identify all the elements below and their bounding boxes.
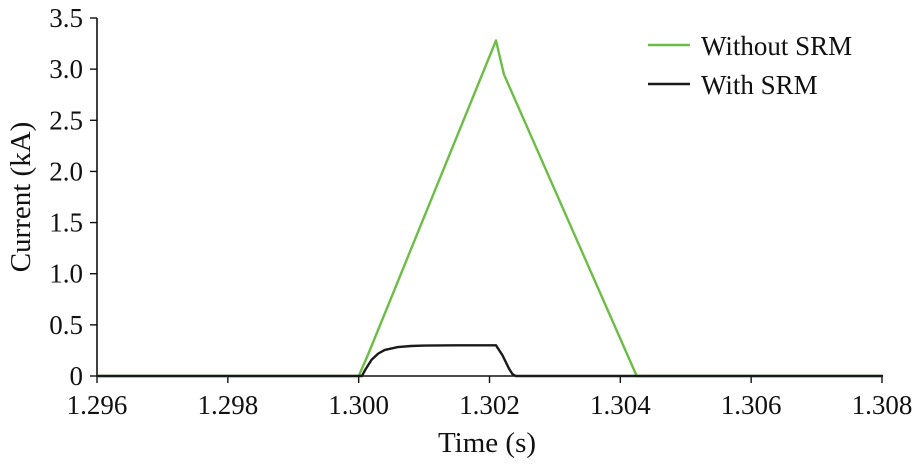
series-line-with-srm [95, 344, 884, 378]
x-tick-label: 1.302 [459, 390, 520, 420]
x-tick-label: 1.298 [197, 390, 258, 420]
x-tick-label: 1.300 [328, 390, 389, 420]
y-tick-label: 0.5 [49, 310, 83, 340]
y-tick-label: 3.5 [49, 3, 83, 33]
y-tick-label: 2.5 [49, 105, 83, 135]
legend-label: With SRM [701, 70, 818, 100]
y-tick-label: 2.0 [49, 156, 83, 186]
y-tick-label: 0 [70, 361, 84, 391]
x-tick-label: 1.306 [721, 390, 782, 420]
x-tick-label: 1.304 [590, 390, 651, 420]
y-tick-label: 3.0 [49, 54, 83, 84]
axes: 1.296 1.298 1.300 1.302 1.304 1.306 1.308 0 0.5 1… [49, 3, 912, 420]
legend-label: Without SRM [701, 31, 852, 61]
x-tick-label: 1.308 [852, 390, 913, 420]
x-tick-label: 1.296 [67, 390, 128, 420]
x-axis-title: Time (s) [438, 427, 536, 459]
legend: Without SRM With SRM [648, 31, 852, 100]
y-axis-title: Current (kA) [5, 122, 37, 273]
plot-area [95, 39, 884, 378]
y-tick-label: 1.0 [49, 259, 83, 289]
y-tick-label: 1.5 [49, 208, 83, 238]
